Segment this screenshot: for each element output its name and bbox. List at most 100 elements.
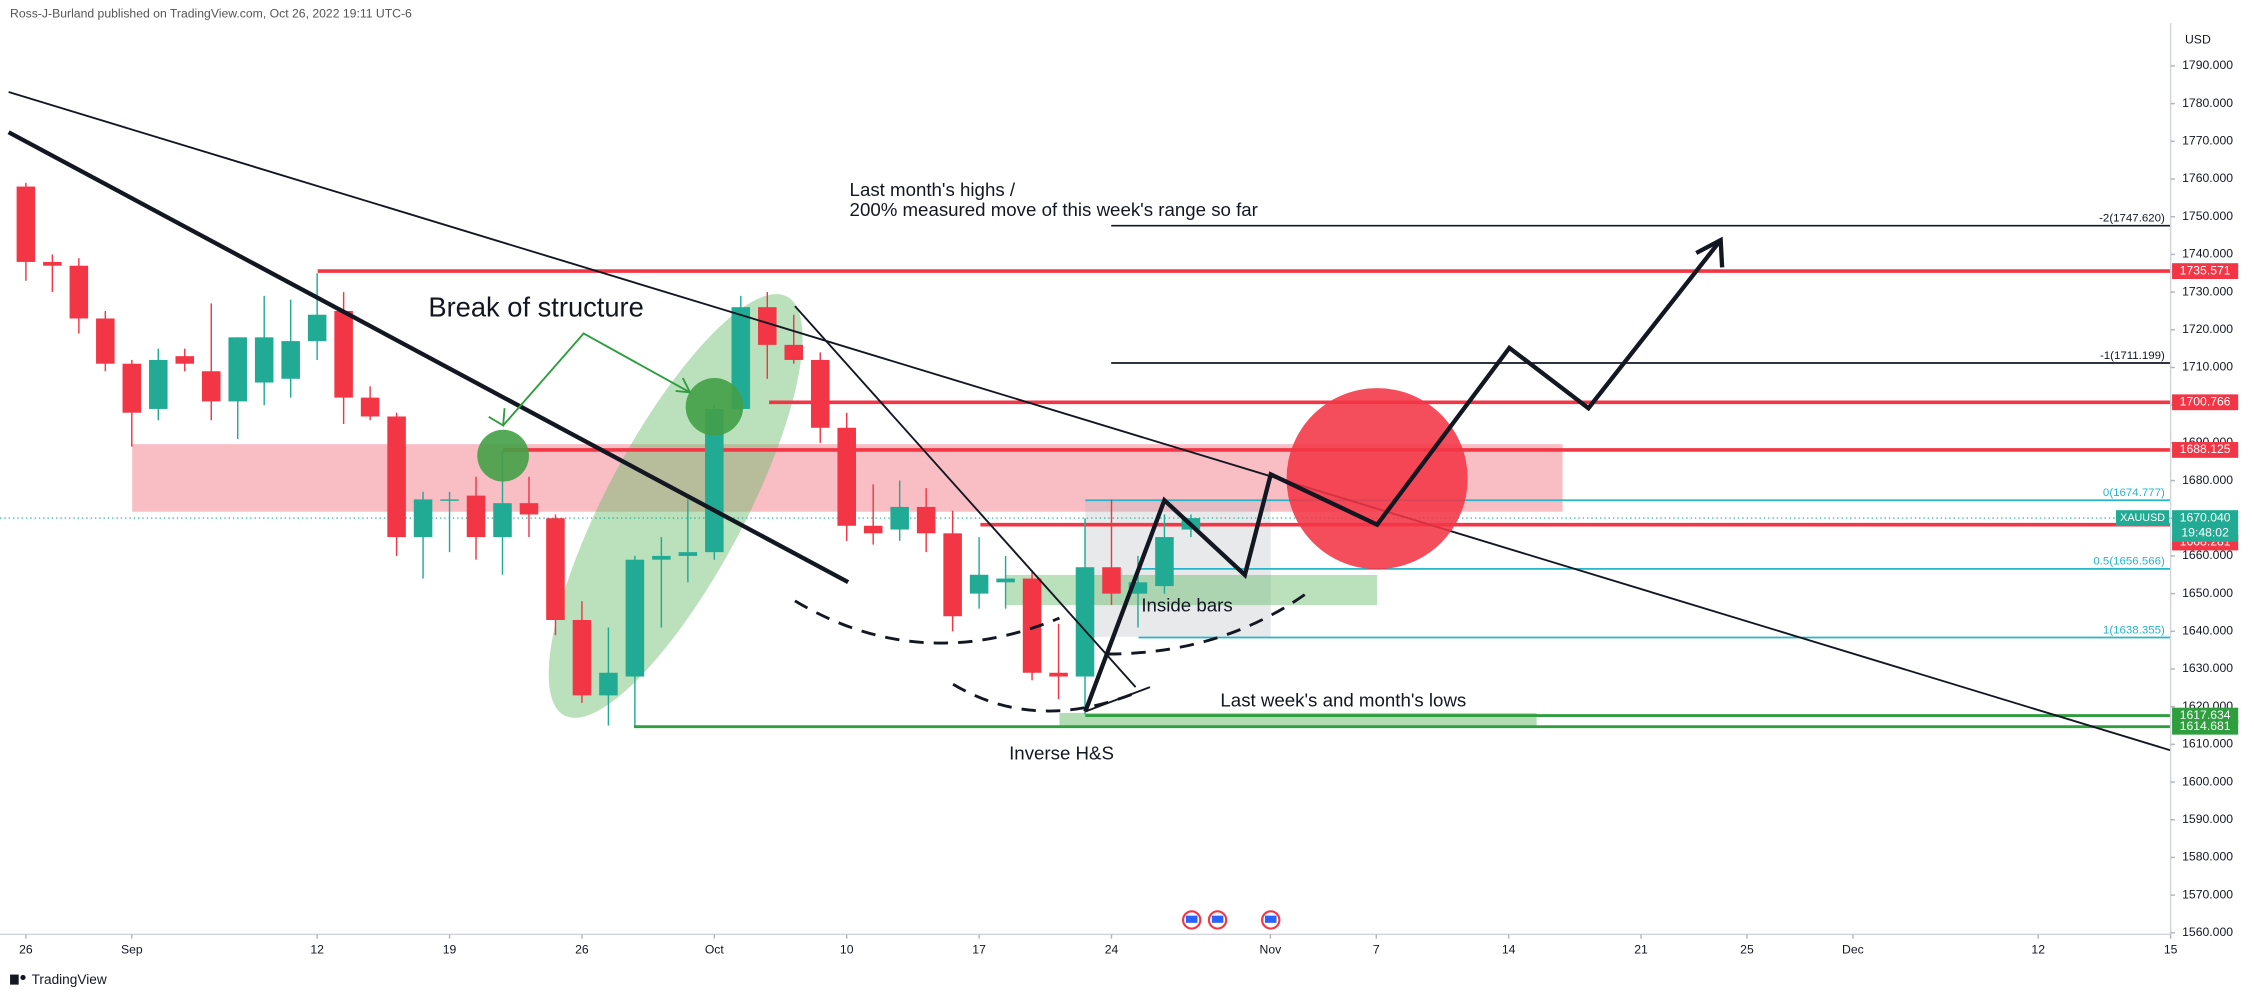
candle-body	[731, 307, 751, 409]
trend-line-short	[794, 305, 1137, 688]
x-tick-label: 25	[1740, 942, 1754, 956]
footer-logo: TradingView	[10, 972, 107, 987]
countdown-label: 19:48:02	[2181, 525, 2229, 539]
candle-body	[546, 518, 565, 620]
level-label-box	[2172, 442, 2239, 458]
fib-label: -1(1711.199)	[2100, 350, 2165, 362]
level-label: 1700.766	[2180, 394, 2231, 408]
annotation: 200% measured move of this week's range …	[850, 199, 1258, 220]
candle-body	[916, 506, 936, 534]
y-tick-label: 1740.000	[2182, 247, 2233, 261]
support-zone	[1006, 574, 1378, 606]
x-tick-label: Dec	[1842, 942, 1864, 956]
event-icon-flag	[1265, 915, 1277, 923]
candle-body	[413, 499, 433, 538]
level-label-box	[2172, 718, 2239, 735]
x-tick-label: 12	[2031, 942, 2045, 956]
candle-body	[334, 310, 353, 398]
candle-body	[16, 186, 36, 262]
level-label: 1688.125	[2180, 442, 2231, 456]
candle-body	[307, 314, 327, 342]
arrow-head	[488, 408, 506, 428]
x-tick-label: 26	[19, 942, 33, 956]
candle-body	[863, 525, 883, 534]
candle-body	[652, 555, 671, 560]
y-tick-label: 1760.000	[2182, 171, 2233, 185]
level-label: 1617.634	[2180, 708, 2231, 722]
candle-body	[1102, 567, 1121, 594]
trend-line-bold	[7, 130, 850, 585]
level-label-box	[2172, 263, 2239, 280]
fib-label: 1(1638.355)	[2103, 624, 2165, 636]
event-icons	[1181, 910, 1281, 930]
arrow	[502, 332, 691, 427]
candle-body	[625, 559, 645, 677]
candle-body	[149, 359, 168, 409]
chart-title: Ross-J-Burland published on TradingView.…	[10, 7, 412, 21]
candle-body	[519, 503, 539, 515]
y-tick-label: 1710.000	[2182, 360, 2233, 374]
candle-body	[201, 371, 221, 402]
y-tick-label: 1650.000	[2182, 586, 2233, 600]
candle-body	[599, 672, 618, 696]
y-tick-label: 1610.000	[2182, 737, 2233, 751]
candle-body	[440, 499, 459, 501]
x-tick-label: 19	[443, 942, 457, 956]
symbol-label: XAUUSD	[2120, 512, 2165, 524]
candle-body	[943, 533, 962, 617]
y-tick-label: 1660.000	[2182, 548, 2233, 562]
annotation: Last month's highs /	[850, 179, 1016, 200]
candle-body	[758, 307, 777, 345]
x-tick-label: Sep	[121, 942, 143, 956]
x-tick-label: Nov	[1260, 942, 1283, 956]
arrow-head	[675, 377, 692, 394]
candle-body	[122, 363, 142, 413]
candle-body	[1128, 582, 1148, 594]
trend-line	[8, 91, 2171, 752]
y-tick-label: 1780.000	[2182, 96, 2233, 110]
annotations: Last month's highs /200% measured move o…	[428, 179, 1466, 763]
annotation: Last week's and month's lows	[1220, 689, 1466, 710]
candle-body	[678, 552, 698, 556]
candle-body	[996, 578, 1015, 583]
annotation: Inverse H&S	[1009, 743, 1114, 764]
marker-circle	[477, 429, 529, 482]
candle-body	[254, 337, 274, 383]
footer: TradingView	[32, 972, 107, 987]
candle-body	[890, 506, 909, 530]
y-tick-label: 1600.000	[2182, 774, 2233, 788]
candle-body	[360, 397, 380, 417]
candle-body	[69, 265, 89, 319]
x-tick-label: Oct	[705, 942, 725, 956]
y-tick-label: 1590.000	[2182, 812, 2233, 826]
x-tick-label: 10	[840, 942, 854, 956]
annotation: Break of structure	[428, 291, 643, 322]
x-tick-label: 21	[1634, 942, 1648, 956]
candle-body	[810, 359, 830, 428]
y-tick-label: 1720.000	[2182, 322, 2233, 336]
fib-label: -2(1747.620)	[2099, 213, 2165, 225]
candle-body	[43, 261, 62, 266]
x-tick-label: 17	[972, 942, 986, 956]
logo-part	[10, 974, 19, 985]
marker-circle	[685, 378, 744, 436]
fib-label: 0(1674.777)	[2103, 487, 2165, 499]
hs-arc	[794, 599, 1060, 645]
candle-body	[705, 408, 724, 553]
candle-body	[969, 574, 989, 594]
event-icon-flag	[1211, 915, 1224, 923]
event-icon-flag	[1185, 915, 1198, 923]
y-tick-label: 1750.000	[2182, 209, 2233, 223]
y-tick-label: 1790.000	[2182, 58, 2233, 72]
y-tick-label: 1770.000	[2182, 134, 2233, 148]
candle-body	[1075, 567, 1095, 677]
candle-body	[96, 318, 115, 364]
x-tick-label: 7	[1373, 942, 1380, 956]
y-tick-label: 1580.000	[2182, 850, 2233, 864]
x-tick-label: 24	[1105, 942, 1119, 956]
candle-body	[1049, 672, 1068, 677]
candle-body	[228, 337, 247, 402]
levels: -2(1747.620) -1(1711.199) 0(1674.777) 0.5(1…	[0, 213, 2171, 729]
